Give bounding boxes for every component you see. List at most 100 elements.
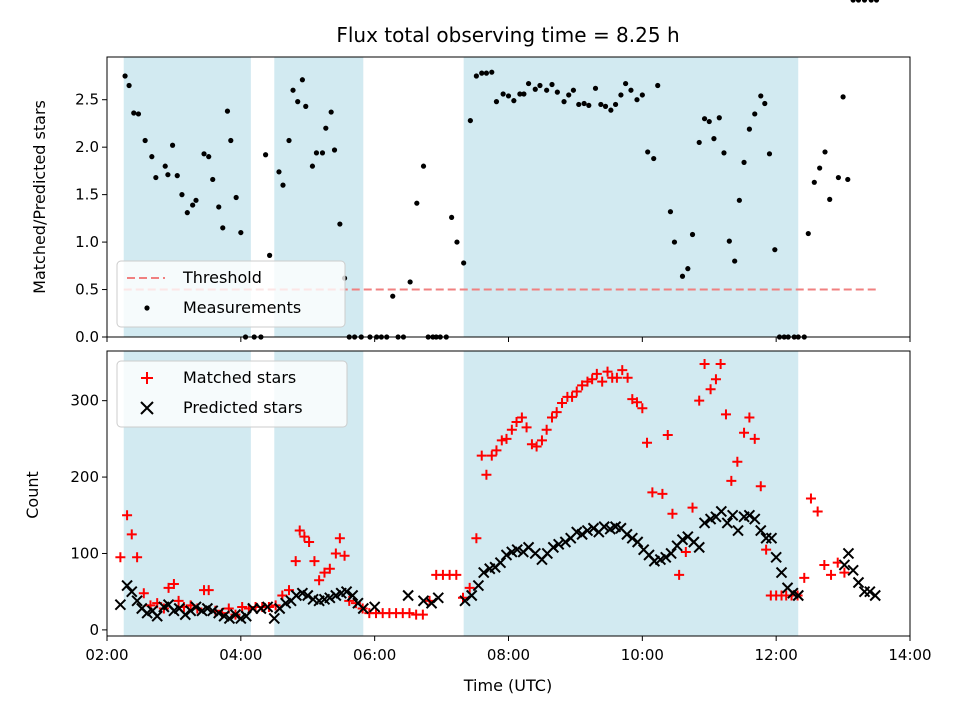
matched-point bbox=[451, 569, 462, 580]
matched-point bbox=[749, 433, 760, 444]
measurement-point bbox=[467, 117, 473, 124]
measurement-point bbox=[570, 87, 577, 93]
matched-point bbox=[805, 493, 816, 504]
predicted-point bbox=[838, 559, 851, 571]
measurement-point bbox=[602, 103, 609, 109]
matched-point bbox=[536, 435, 547, 446]
matched-point bbox=[557, 397, 568, 408]
predicted-point bbox=[417, 595, 430, 607]
legend-label: Predicted stars bbox=[183, 398, 303, 417]
matched-point bbox=[726, 475, 737, 486]
predicted-point bbox=[478, 566, 490, 579]
matched-point bbox=[501, 433, 512, 444]
measurement-point bbox=[224, 108, 231, 114]
predicted-point bbox=[229, 608, 242, 621]
matched-point bbox=[642, 437, 653, 448]
measurement-point bbox=[835, 174, 841, 181]
predicted-point bbox=[864, 585, 876, 598]
measurement-point bbox=[286, 137, 292, 144]
y-tick-label: 300 bbox=[70, 392, 99, 410]
matched-point bbox=[138, 588, 149, 599]
measurement-point bbox=[827, 196, 833, 202]
matched-point bbox=[662, 430, 673, 441]
matched-point bbox=[491, 445, 502, 456]
predicted-point bbox=[213, 607, 225, 619]
measurement-point bbox=[766, 151, 773, 157]
matched-point bbox=[299, 531, 310, 542]
matched-point bbox=[294, 525, 305, 536]
measurement-point bbox=[679, 273, 686, 279]
predicted-point bbox=[190, 601, 202, 613]
measurement-point bbox=[420, 163, 427, 169]
matched-point bbox=[597, 376, 608, 387]
matched-point bbox=[481, 469, 492, 480]
measurement-point bbox=[216, 204, 222, 210]
predicted-point bbox=[302, 589, 314, 602]
y-tick-label: 1.5 bbox=[75, 186, 99, 204]
measurement-point bbox=[850, 0, 856, 3]
measurement-point bbox=[473, 73, 479, 79]
matched-point bbox=[631, 397, 642, 408]
measurement-point bbox=[169, 142, 176, 148]
matched-point bbox=[680, 546, 691, 557]
matched-point bbox=[339, 550, 350, 561]
measurement-point bbox=[566, 92, 572, 98]
predicted-point bbox=[631, 536, 644, 548]
measurement-point bbox=[873, 0, 880, 3]
measurement-point bbox=[537, 82, 543, 89]
measurement-point bbox=[618, 92, 624, 98]
matched-point bbox=[699, 358, 710, 369]
matched-point bbox=[464, 582, 475, 593]
measurement-point bbox=[505, 93, 512, 99]
measurement-point bbox=[706, 118, 712, 125]
predicted-point bbox=[432, 592, 444, 604]
series-measurements bbox=[122, 0, 880, 340]
measurement-point bbox=[135, 111, 142, 117]
matched-point bbox=[687, 502, 698, 513]
predicted-point bbox=[721, 517, 734, 529]
matched-point bbox=[237, 601, 248, 612]
predicted-point bbox=[268, 612, 280, 625]
matched-point bbox=[715, 358, 726, 369]
matched-point bbox=[587, 374, 598, 385]
measurement-point bbox=[711, 136, 717, 142]
measurement-point bbox=[736, 197, 742, 203]
measurement-point bbox=[238, 229, 244, 236]
matched-point bbox=[115, 552, 126, 563]
predicted-point bbox=[576, 528, 588, 541]
measurement-point bbox=[554, 89, 560, 95]
matched-point bbox=[591, 368, 602, 379]
predicted-point bbox=[114, 598, 127, 611]
matched-point bbox=[720, 409, 731, 420]
measurement-point bbox=[267, 252, 273, 258]
legend-label: Threshold bbox=[182, 268, 262, 287]
matched-point bbox=[314, 575, 325, 586]
measurement-point bbox=[689, 231, 696, 238]
matched-point bbox=[168, 579, 179, 590]
matched-point bbox=[710, 374, 721, 385]
measurement-point bbox=[628, 87, 634, 93]
matched-point bbox=[694, 395, 705, 406]
matched-point bbox=[324, 563, 335, 574]
predicted-point bbox=[715, 505, 728, 518]
measurement-point bbox=[449, 214, 455, 221]
predicted-point bbox=[693, 541, 705, 554]
measurement-point bbox=[521, 91, 527, 97]
measurement-point bbox=[667, 209, 674, 215]
predicted-point bbox=[749, 513, 761, 525]
predicted-point bbox=[847, 564, 859, 576]
matched-point bbox=[334, 533, 345, 544]
predicted-point bbox=[660, 551, 672, 564]
measurement-point bbox=[696, 139, 702, 146]
matched-point bbox=[799, 572, 810, 583]
predicted-point bbox=[547, 541, 560, 554]
predicted-point bbox=[792, 589, 804, 602]
matched-point bbox=[839, 567, 850, 578]
measurement-point bbox=[414, 200, 420, 206]
measurement-point bbox=[210, 176, 216, 183]
measurement-point bbox=[716, 115, 722, 121]
measurement-point bbox=[149, 154, 155, 160]
measurement-point bbox=[201, 151, 207, 157]
measurement-point bbox=[608, 107, 614, 113]
measurement-point bbox=[623, 80, 629, 87]
